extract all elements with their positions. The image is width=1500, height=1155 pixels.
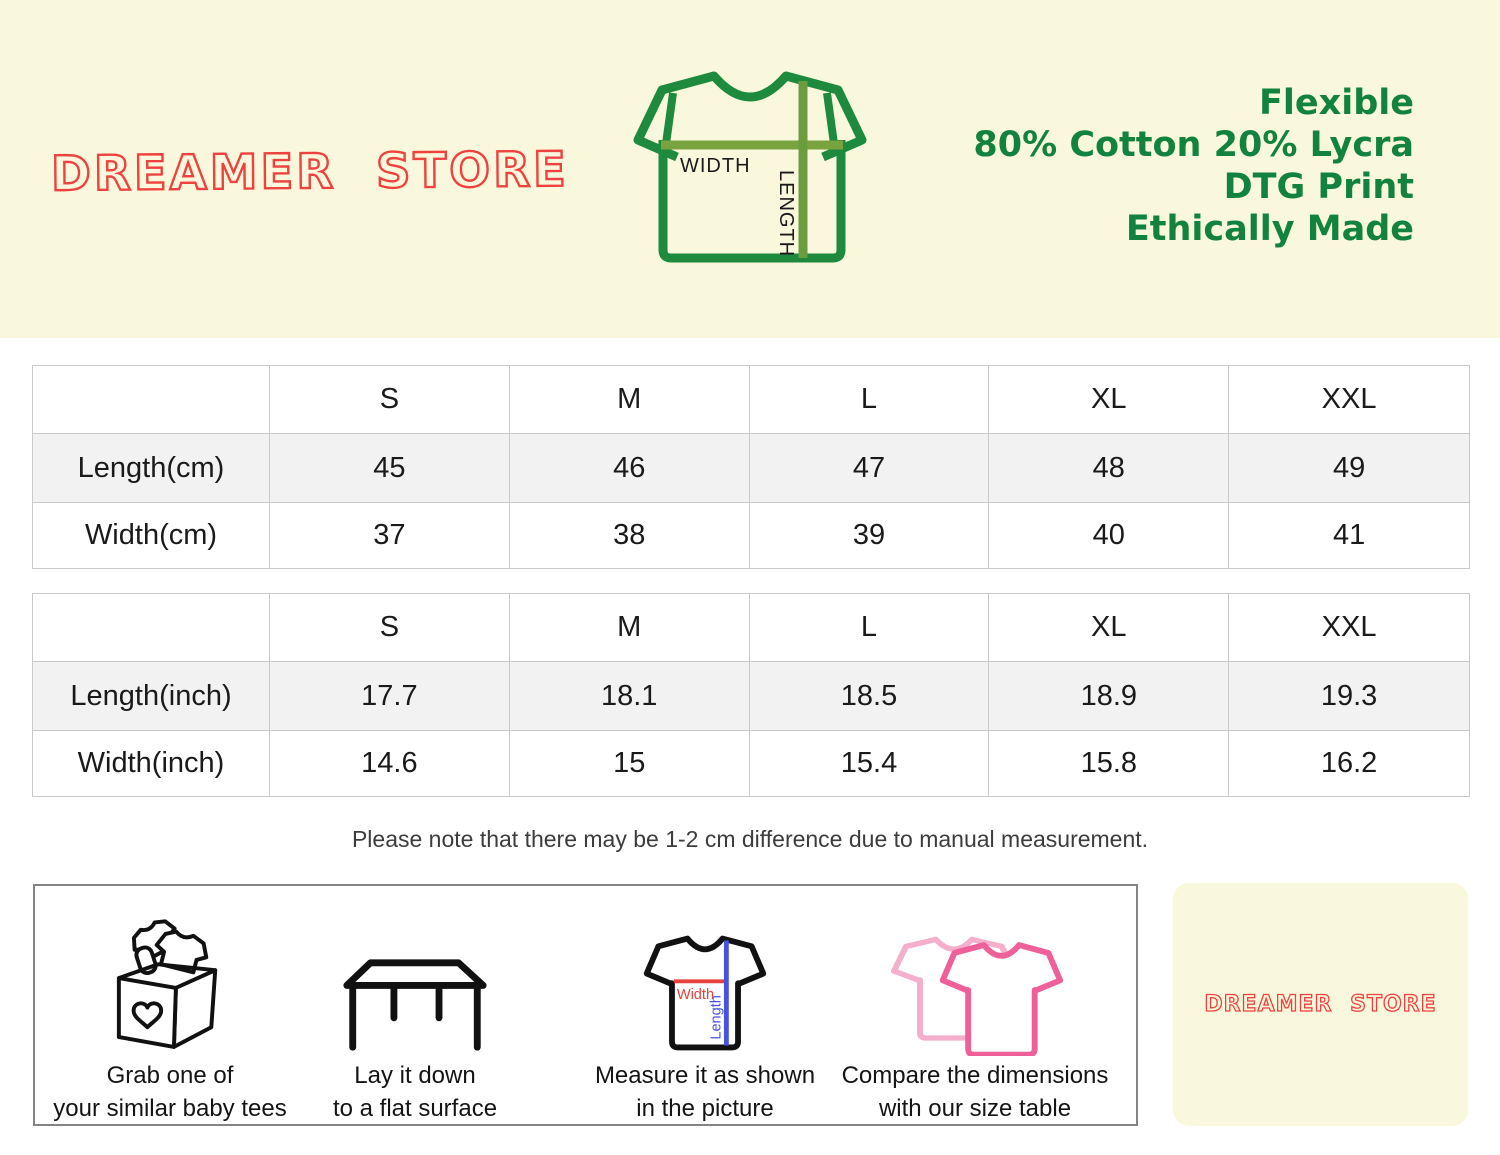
feature-line: Ethically Made bbox=[1125, 209, 1414, 249]
table-icon bbox=[343, 959, 487, 1051]
size-col-header: L bbox=[749, 594, 990, 662]
size-value: 18.9 bbox=[989, 662, 1230, 731]
step-caption-line: Measure it as shown bbox=[594, 1062, 816, 1089]
step-caption-line: Compare the dimensions bbox=[841, 1062, 1109, 1089]
step-measure: Width Length Measure it as shown in the … bbox=[570, 896, 840, 1122]
corner-cell bbox=[33, 366, 270, 434]
size-col-header: S bbox=[270, 366, 510, 434]
size-col-header: S bbox=[270, 594, 510, 662]
how-to-measure-box: Grab one of your similar baby tees Lay i… bbox=[33, 884, 1138, 1126]
product-features: Flexible 80% Cotton 20% Lycra DTG Print … bbox=[973, 82, 1414, 250]
size-col-header: XL bbox=[989, 366, 1230, 434]
step-caption-line: Grab one of bbox=[106, 1062, 234, 1089]
size-table-cm: S M L XL XXL Length(cm) 45 46 47 48 49 W… bbox=[32, 365, 1470, 569]
size-value: 15.8 bbox=[989, 731, 1230, 796]
width-label: Width bbox=[677, 987, 714, 1003]
length-label: Length bbox=[709, 995, 725, 1040]
size-value: 15.4 bbox=[750, 731, 990, 796]
row-label: Width(cm) bbox=[33, 503, 270, 568]
row-label: Width(inch) bbox=[33, 731, 270, 796]
corner-cell bbox=[33, 594, 270, 662]
measurement-note: Please note that there may be 1-2 cm dif… bbox=[351, 826, 1149, 852]
size-value: 18.1 bbox=[509, 662, 750, 731]
step-flat-surface: Lay it down to a flat surface bbox=[290, 896, 540, 1122]
size-value: 38 bbox=[510, 503, 750, 568]
step-caption-line: your similar baby tees bbox=[53, 1095, 287, 1122]
size-col-header: M bbox=[509, 366, 750, 434]
size-value: 45 bbox=[270, 434, 510, 503]
step-grab-tee: Grab one of your similar baby tees bbox=[45, 896, 295, 1122]
store-logo-small: DREAMER STORE bbox=[1204, 991, 1437, 1017]
step-compare: Compare the dimensions with our size tab… bbox=[825, 896, 1125, 1122]
step-caption-line: Lay it down bbox=[354, 1062, 476, 1089]
size-value: 49 bbox=[1229, 434, 1469, 503]
measure-tshirt-icon: Width Length bbox=[643, 935, 767, 1051]
box-of-baby-tees-icon bbox=[116, 919, 218, 1049]
feature-line: Flexible bbox=[1258, 83, 1414, 123]
size-value: 39 bbox=[750, 503, 990, 568]
size-col-header: XXL bbox=[1229, 366, 1469, 434]
store-logo: DREAMER STORE bbox=[50, 141, 571, 204]
size-value: 19.3 bbox=[1229, 662, 1469, 731]
size-col-header: XXL bbox=[1229, 594, 1469, 662]
size-value: 15 bbox=[510, 731, 750, 796]
header-band: DREAMER STORE WIDTH LENGTH Flexible 80% … bbox=[0, 0, 1500, 338]
feature-line: DTG Print bbox=[1223, 167, 1414, 207]
size-value: 37 bbox=[270, 503, 510, 568]
compare-tshirts-icon bbox=[890, 936, 1064, 1056]
size-value: 48 bbox=[989, 434, 1230, 503]
step-caption-line: with our size table bbox=[878, 1095, 1072, 1122]
size-col-header: XL bbox=[989, 594, 1230, 662]
row-label: Length(inch) bbox=[33, 662, 270, 731]
length-label: LENGTH bbox=[775, 170, 797, 257]
size-value: 18.5 bbox=[749, 662, 990, 731]
row-label: Length(cm) bbox=[33, 434, 270, 503]
size-col-header: L bbox=[749, 366, 990, 434]
size-value: 41 bbox=[1332, 519, 1366, 551]
size-value: 17.7 bbox=[270, 662, 510, 731]
size-value: 16.2 bbox=[1320, 747, 1378, 779]
step-caption-line: to a flat surface bbox=[332, 1095, 498, 1122]
footer-logo-card: DREAMER STORE bbox=[1173, 883, 1468, 1126]
size-value: 40 bbox=[989, 503, 1230, 568]
size-col-header: M bbox=[509, 594, 750, 662]
tee-measure-diagram-icon: WIDTH LENGTH bbox=[633, 71, 867, 263]
size-value: 47 bbox=[749, 434, 990, 503]
size-table-inch: S M L XL XXL Length(inch) 17.7 18.1 18.5… bbox=[32, 593, 1470, 797]
step-caption-line: in the picture bbox=[636, 1095, 774, 1122]
size-value: 14.6 bbox=[270, 731, 510, 796]
width-label: WIDTH bbox=[680, 155, 751, 177]
feature-line: 80% Cotton 20% Lycra bbox=[973, 125, 1414, 165]
size-value: 46 bbox=[509, 434, 750, 503]
